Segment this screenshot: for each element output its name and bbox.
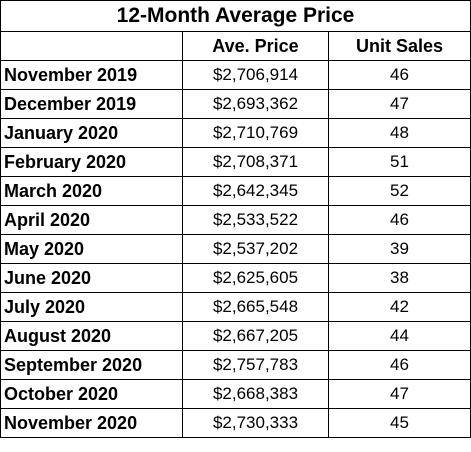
table-row: April 2020 $2,533,522 46 [0,205,471,235]
price-cell: $2,757,783 [182,350,329,380]
month-cell: May 2020 [0,234,183,264]
month-cell: November 2019 [0,60,183,90]
price-cell: $2,708,371 [182,147,329,177]
price-table: 12-Month Average Price Ave. Price Unit S… [0,0,471,438]
month-cell: March 2020 [0,176,183,206]
table-row: November 2019 $2,706,914 46 [0,60,471,90]
month-cell: January 2020 [0,118,183,148]
table-row: May 2020 $2,537,202 39 [0,234,471,264]
units-cell: 48 [328,118,471,148]
table-row: November 2020 $2,730,333 45 [0,408,471,438]
title-row: 12-Month Average Price [0,0,471,32]
units-cell: 38 [328,263,471,293]
month-cell: December 2019 [0,89,183,119]
month-cell: October 2020 [0,379,183,409]
month-cell: February 2020 [0,147,183,177]
header-unit-sales: Unit Sales [328,31,471,61]
units-cell: 46 [328,60,471,90]
price-cell: $2,665,548 [182,292,329,322]
table-row: January 2020 $2,710,769 48 [0,118,471,148]
units-cell: 51 [328,147,471,177]
price-cell: $2,537,202 [182,234,329,264]
month-cell: September 2020 [0,350,183,380]
month-cell: July 2020 [0,292,183,322]
price-cell: $2,642,345 [182,176,329,206]
price-cell: $2,533,522 [182,205,329,235]
units-cell: 47 [328,379,471,409]
price-cell: $2,730,333 [182,408,329,438]
units-cell: 42 [328,292,471,322]
units-cell: 39 [328,234,471,264]
month-cell: August 2020 [0,321,183,351]
table-row: September 2020 $2,757,783 46 [0,350,471,380]
header-ave-price: Ave. Price [182,31,329,61]
units-cell: 46 [328,350,471,380]
price-cell: $2,625,605 [182,263,329,293]
table-row: June 2020 $2,625,605 38 [0,263,471,293]
units-cell: 52 [328,176,471,206]
table-row: March 2020 $2,642,345 52 [0,176,471,206]
price-cell: $2,693,362 [182,89,329,119]
month-cell: June 2020 [0,263,183,293]
units-cell: 44 [328,321,471,351]
price-cell: $2,706,914 [182,60,329,90]
price-cell: $2,667,205 [182,321,329,351]
month-cell: November 2020 [0,408,183,438]
table-row: October 2020 $2,668,383 47 [0,379,471,409]
header-month [0,31,183,61]
table-row: February 2020 $2,708,371 51 [0,147,471,177]
price-cell: $2,710,769 [182,118,329,148]
units-cell: 45 [328,408,471,438]
units-cell: 46 [328,205,471,235]
units-cell: 47 [328,89,471,119]
header-row: Ave. Price Unit Sales [0,31,471,61]
table-row: August 2020 $2,667,205 44 [0,321,471,351]
table-row: July 2020 $2,665,548 42 [0,292,471,322]
price-cell: $2,668,383 [182,379,329,409]
table-title: 12-Month Average Price [0,0,471,32]
table-row: December 2019 $2,693,362 47 [0,89,471,119]
month-cell: April 2020 [0,205,183,235]
